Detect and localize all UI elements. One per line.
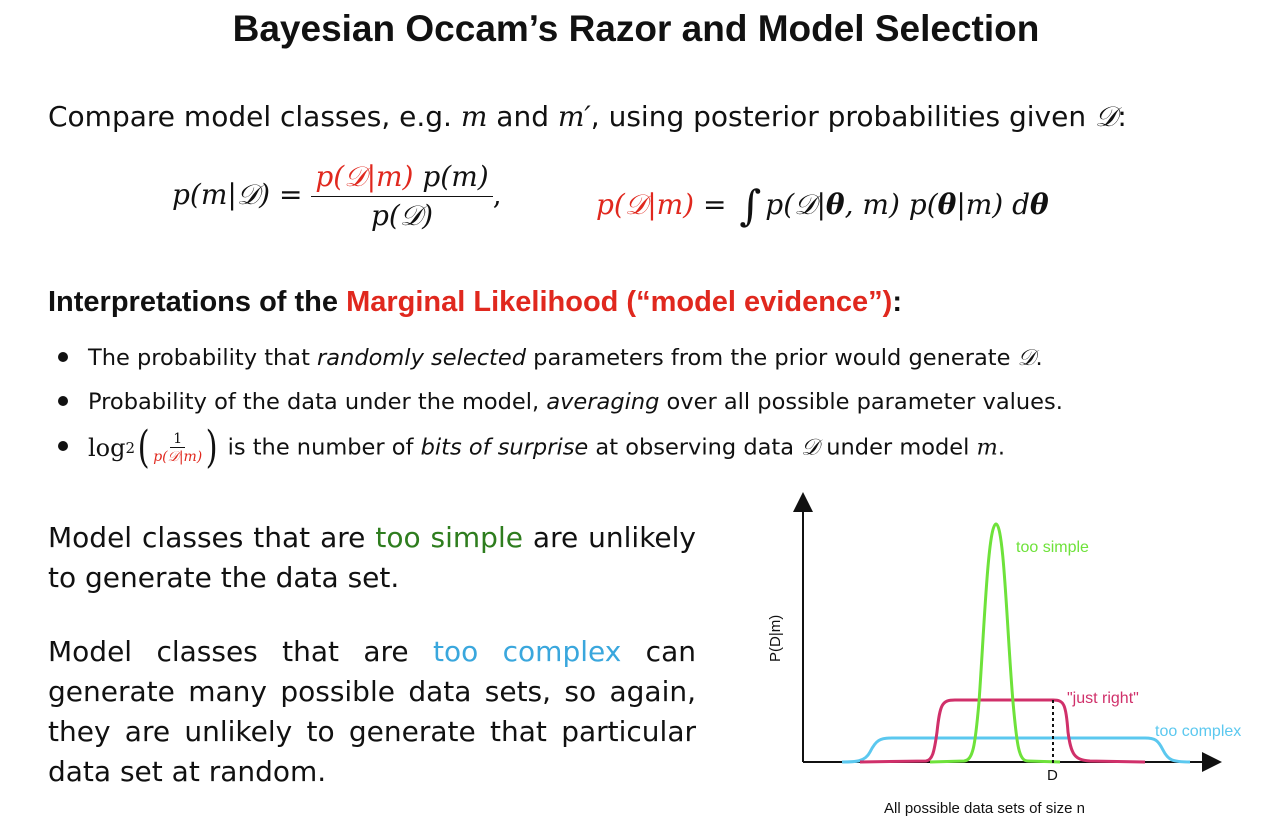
y-axis-label: P(D|m) — [767, 615, 784, 662]
posterior-lhs: p(m|𝒟) = — [172, 178, 303, 211]
surprise-fraction: 1 p(𝒟|m) — [153, 431, 202, 465]
intro-and: and — [487, 100, 558, 133]
occam-chart: too simple "just right" too complex D Al… — [767, 492, 1241, 817]
posterior-numerator-prior: p(m) — [413, 160, 489, 193]
posterior-numerator-evidence: p(𝒟|m) — [315, 160, 414, 193]
p2-text-a: Model classes that are — [48, 635, 434, 668]
b2-text-b: over all possible parameter values. — [659, 389, 1063, 415]
surprise-denominator: p(𝒟|m) — [153, 449, 203, 465]
b3-italic: bits of surprise — [420, 434, 589, 461]
p2-text-b: can generate many possible data sets, so… — [48, 635, 696, 788]
bullet-dot-icon — [58, 351, 68, 362]
b3-text-c: under model — [819, 434, 977, 461]
intro-sentence: Compare model classes, e.g. m and m′, us… — [48, 100, 1127, 134]
p1-text-a: Model classes that are — [48, 521, 376, 554]
intro-text-b: , using posterior probabilities given — [590, 100, 1095, 133]
heading-suffix: : — [892, 286, 903, 318]
integral-sign: ∫ — [739, 181, 762, 230]
left-paren: ( — [137, 422, 150, 473]
curve-too-simple — [929, 522, 1061, 764]
b3-model-symbol: m — [976, 434, 998, 461]
heading-prefix: Interpretations of the — [48, 286, 347, 318]
b1-end: . — [1035, 345, 1043, 371]
label-too-simple: too simple — [1016, 539, 1089, 556]
p2-too-complex: too complex — [433, 635, 622, 668]
label-too-complex: too complex — [1155, 723, 1241, 740]
theta-1: θ — [825, 188, 845, 221]
bullet-item-3: log 2(1 p(𝒟|m)) is the number of bits of s… — [58, 426, 1005, 470]
b1-text-b: parameters from the prior would generate — [526, 345, 1018, 371]
theta-3: θ — [1030, 188, 1049, 221]
log-base: 2 — [125, 439, 136, 457]
b2-text-a: Probability of the data under the model, — [88, 389, 547, 415]
theta-2: θ — [937, 188, 957, 221]
bullet-dot-icon — [58, 395, 68, 406]
b3-text-a: is the number of — [220, 434, 421, 461]
log-label: log — [88, 434, 126, 462]
b1-data-symbol: 𝒟 — [1017, 345, 1036, 371]
label-just-right: "just right" — [1067, 690, 1139, 707]
intro-text-a: Compare model classes, e.g. — [48, 100, 461, 133]
bullet-dot-icon — [58, 441, 68, 451]
b2-italic: averaging — [546, 389, 660, 415]
paragraph-too-simple: Model classes that are too simple are un… — [48, 518, 696, 598]
evidence-rhs-c: |m) d — [956, 188, 1031, 221]
evidence-equation: p(𝒟|m) = ∫ p(𝒟|θ, m) p(θ|m) dθ — [596, 175, 1049, 230]
x-axis-label: All possible data sets of size n — [884, 800, 1085, 817]
evidence-lhs: p(𝒟|m) — [596, 188, 695, 221]
b3-data-symbol: 𝒟 — [801, 434, 820, 461]
intro-data-symbol: 𝒟 — [1094, 100, 1118, 133]
x-marker-label: D — [1047, 767, 1058, 784]
b1-text-a: The probability that — [88, 345, 318, 371]
posterior-fraction: p(𝒟|m) p(m) p(𝒟) — [311, 160, 493, 233]
interpretations-heading: Interpretations of the Marginal Likeliho… — [48, 286, 902, 319]
curve-just-right — [859, 698, 1146, 764]
b3-end: . — [997, 434, 1006, 461]
heading-marginal-likelihood: Marginal Likelihood (“model evidence”) — [346, 286, 893, 318]
surprise-numerator: 1 — [170, 431, 186, 448]
intro-m: m — [460, 100, 488, 133]
p1-too-simple: too simple — [375, 521, 523, 554]
intro-colon: : — [1117, 100, 1127, 133]
bullet-item-1: The probability that randomly selected p… — [58, 345, 1043, 371]
evidence-rhs-b: , m) p( — [844, 188, 938, 221]
posterior-numerator: p(𝒟|m) p(m) — [311, 160, 493, 197]
posterior-comma: , — [492, 178, 502, 211]
b1-italic: randomly selected — [317, 345, 527, 371]
posterior-equation: p(m|𝒟) = p(𝒟|m) p(m) p(𝒟) , — [172, 160, 502, 233]
b3-text-b: at observing data — [588, 434, 802, 461]
p1-text-b: are unlikely to generate the data set. — [48, 521, 696, 594]
bullet-item-2: Probability of the data under the model,… — [58, 389, 1063, 415]
intro-m-prime: m′ — [557, 100, 591, 133]
evidence-equals: = — [694, 188, 736, 221]
right-paren: ) — [205, 422, 218, 473]
posterior-denominator: p(𝒟) — [370, 199, 434, 232]
log-expression: log 2(1 p(𝒟|m)) — [88, 426, 220, 470]
evidence-rhs-a: p(𝒟| — [765, 188, 826, 221]
slide-title: Bayesian Occam’s Razor and Model Selecti… — [232, 8, 1040, 49]
curve-too-complex — [841, 736, 1191, 764]
paragraph-too-complex: Model classes that are too complex can g… — [48, 632, 696, 792]
